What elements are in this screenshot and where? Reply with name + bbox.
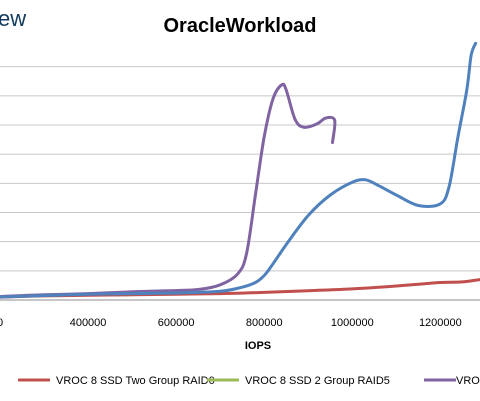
x-axis-title: IOPS — [245, 340, 271, 352]
legend-label-2: VROC — [456, 375, 480, 387]
x-tick-label-0: 400000 — [70, 317, 107, 329]
series-line-3 — [0, 41, 478, 299]
x-tick-label-1: 600000 — [158, 317, 195, 329]
brand-logo-fragment: ew — [0, 6, 26, 31]
x-tick-label-4: 1200000 — [419, 317, 462, 329]
legend: VROC 8 SSD Two Group RAID0 VROC 8 SSD 2 G… — [18, 375, 480, 387]
x-axis-ticks: 400000 600000 800000 1000000 1200000 0 — [0, 317, 462, 329]
x-tick-label-3: 1000000 — [331, 317, 374, 329]
gridlines — [0, 66, 480, 301]
plot-area — [0, 41, 480, 299]
legend-label-1: VROC 8 SSD 2 Group RAID5 — [245, 375, 390, 387]
legend-label-0: VROC 8 SSD Two Group RAID0 — [56, 375, 215, 387]
x-tick-label-2: 800000 — [246, 317, 283, 329]
chart-title: OracleWorkload — [163, 15, 316, 37]
series-line-2 — [0, 82, 337, 298]
x-tick-label-clipped: 0 — [0, 317, 3, 329]
